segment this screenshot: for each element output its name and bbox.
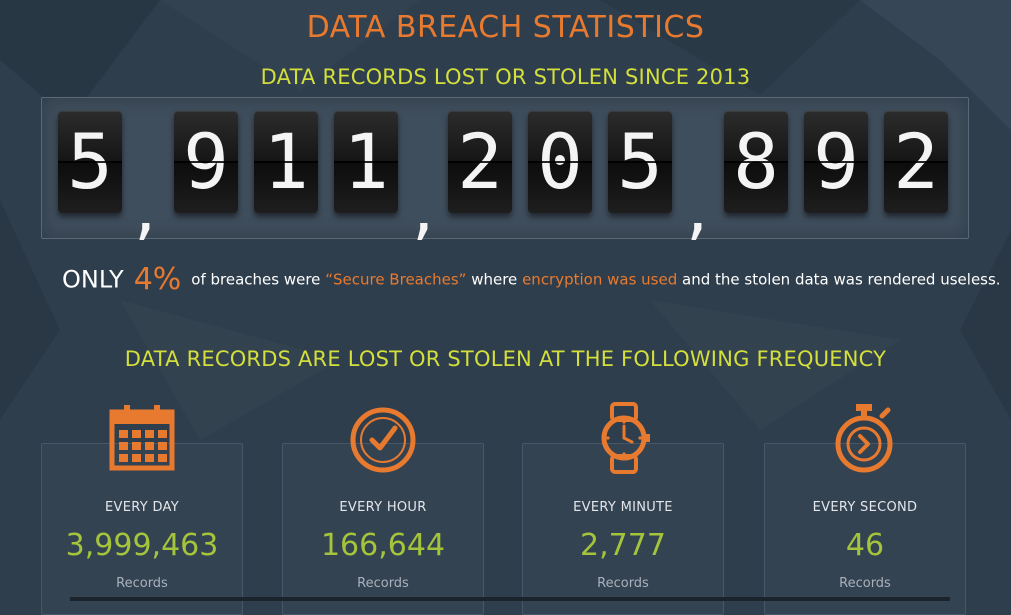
clock-icon [350, 407, 416, 473]
card-label: EVERY DAY [105, 500, 179, 515]
statement-part-2: where [471, 270, 518, 289]
counter-digit: 2 [448, 111, 512, 213]
card-label: EVERY MINUTE [573, 500, 673, 515]
records-since-subtitle: DATA RECORDS LOST OR STOLEN SINCE 2013 [260, 65, 751, 89]
counter-digit: 2 [884, 111, 948, 213]
watch-icon [601, 402, 650, 474]
secure-percent: 4% [133, 262, 182, 297]
card-value: 46 [845, 528, 885, 563]
background-pattern [0, 0, 1011, 601]
statement-part-1: of breaches were [191, 270, 321, 289]
card-unit: Records [839, 576, 891, 591]
card-value: 3,999,463 [65, 528, 219, 563]
counter-digit: 5 [608, 111, 672, 213]
frequency-card-minute: EVERY MINUTE 2,777 Records [522, 443, 724, 615]
records-counter: 5 , 9 1 1 , 2 0 5 , 8 9 2 [41, 97, 969, 249]
secure-breaches-statement: ONLY 4% of breaches were “Secure Breaches”… [62, 262, 1001, 297]
statement-highlight-secure: “Secure Breaches” [325, 270, 467, 289]
counter-digit: 5 [58, 111, 122, 213]
counter-digit: 1 [334, 111, 398, 213]
card-unit: Records [116, 576, 168, 591]
counter-digit: 1 [254, 111, 318, 213]
counter-digit: 8 [724, 111, 788, 213]
card-value: 166,644 [320, 528, 446, 563]
counter-separator: , [686, 167, 709, 249]
card-unit: Records [357, 576, 409, 591]
counter-digit: 9 [174, 111, 238, 213]
frequency-title: DATA RECORDS ARE LOST OR STOLEN AT THE F… [124, 347, 887, 371]
counter-separator: , [412, 167, 435, 249]
card-label: EVERY HOUR [339, 500, 427, 515]
stopwatch-icon [835, 404, 893, 473]
statement-highlight-encryption: encryption was used [522, 270, 678, 289]
only-label: ONLY [62, 265, 124, 294]
counter-separator: , [134, 167, 157, 249]
statement-part-3: and the stolen data was rendered useless… [682, 270, 1001, 289]
calendar-icon [109, 405, 175, 471]
card-value: 2,777 [580, 528, 666, 563]
counter-digit: 0 [528, 111, 592, 213]
statement-text: of breaches were “Secure Breaches” where… [191, 271, 1000, 289]
bottom-divider [70, 597, 950, 601]
card-unit: Records [597, 576, 649, 591]
counter-digit: 9 [804, 111, 868, 213]
page-title: DATA BREACH STATISTICS [306, 10, 705, 45]
card-label: EVERY SECOND [812, 500, 918, 515]
